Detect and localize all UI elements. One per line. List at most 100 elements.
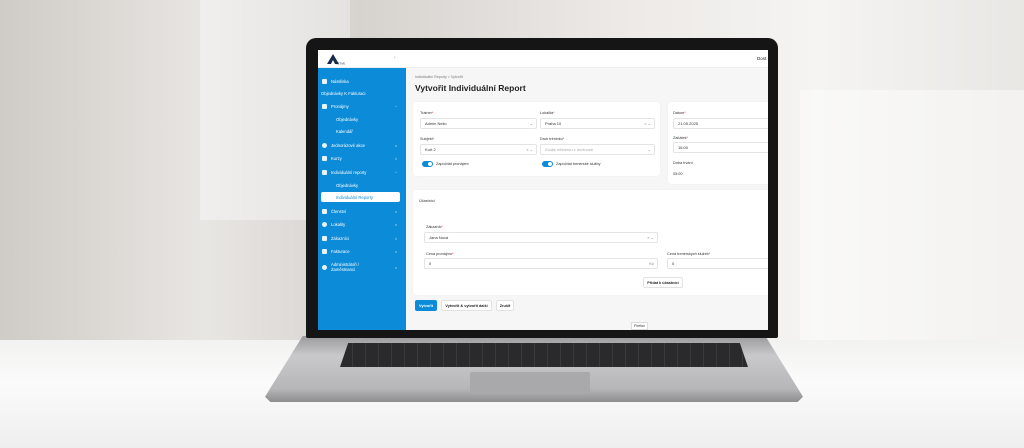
lokalita-select[interactable]: Praha 10 × ⌄: [540, 118, 655, 129]
sidebar-item-label: Lokality: [331, 221, 346, 227]
add-participant-button[interactable]: Přidat k účastníci: [643, 277, 683, 288]
subjekt-label: Subjekt*: [420, 137, 435, 141]
top-bar: ACTIVE ‹ Dost: [318, 50, 768, 68]
breadcrumb-separator: >: [447, 75, 450, 79]
sidebar-item-label: Administrátoři / Zaměstnanci: [331, 262, 359, 272]
breadcrumb-parent[interactable]: Individuální Reporty: [415, 75, 447, 79]
datum-value: 21.05.2025: [678, 121, 699, 126]
chevron-down-icon: v: [395, 155, 397, 161]
chevron-down-icon: v: [395, 235, 397, 241]
sidebar-item-lokality[interactable]: Lokality v: [321, 219, 400, 229]
sidebar-item-jednorazove-akce[interactable]: Jednorázové akce v: [321, 140, 400, 150]
chevron-down-icon: v: [395, 142, 397, 148]
sluzby-toggle[interactable]: [542, 161, 553, 167]
druh-select[interactable]: Zvolte některou z možností ⌄: [540, 144, 655, 155]
sidebar-item-label: Individuální Reporty: [336, 194, 374, 200]
sidebar-item-label: Kalendář: [336, 128, 353, 134]
clear-chevron-icon[interactable]: × ⌄: [647, 235, 654, 240]
subjekt-select[interactable]: Kurt 2 × ⌄: [420, 144, 537, 155]
sidebar-item-administratori[interactable]: Administrátoři / Zaměstnanci v: [321, 260, 400, 274]
sidebar-item-label: Nástěnka: [331, 78, 349, 84]
datum-label: Datum*: [673, 111, 686, 115]
tooltip: Firefox: [631, 322, 648, 330]
sidebar-item-label: Individuální reporty: [331, 169, 367, 175]
sidebar-item-individualni-reporty-active[interactable]: Individuální Reporty: [321, 192, 400, 202]
location-icon: [322, 221, 327, 227]
lokalita-label: Lokalita*: [540, 111, 555, 115]
sidebar-item-clenstvi[interactable]: Členství v: [321, 206, 400, 216]
clear-chevron-icon[interactable]: × ⌄: [526, 147, 533, 152]
sidebar-item-label: Objednávky: [336, 116, 359, 122]
cena-sluzeb-value: 0: [672, 261, 675, 266]
customers-icon: [322, 235, 327, 241]
sidebar-item-label: Členství: [331, 208, 347, 214]
zacatek-label: Začátek*: [673, 136, 688, 140]
create-another-button[interactable]: Vytvořit & vytvořit další: [441, 300, 492, 311]
invoice-icon: [322, 248, 327, 254]
cena-sluzeb-input[interactable]: 0: [667, 258, 768, 269]
sidebar-item-objednavky-k-fakturaci[interactable]: Objednávky K Fakturaci: [321, 88, 400, 98]
sidebar-item-pronajmy[interactable]: Pronájmy ^: [321, 101, 400, 111]
logo: ACTIVE: [327, 54, 345, 66]
trainer-label: Trainer*: [420, 111, 434, 115]
sidebar-item-label: Fakturace: [331, 248, 350, 254]
doba-label: Doba trvání: [673, 161, 693, 165]
zakaznik-value: Jana Nová: [429, 235, 449, 240]
sidebar-item-label: Objednávky K Fakturaci: [321, 90, 366, 96]
zacatek-value: 16:00: [678, 145, 689, 150]
pronajem-toggle[interactable]: [422, 161, 433, 167]
cena-pronajmu-input[interactable]: 0 Kč: [424, 258, 658, 269]
currency-suffix: Kč: [649, 261, 654, 266]
zacatek-input[interactable]: 16:00: [673, 142, 768, 153]
breadcrumb: Individuální Reporty > Vytvořit: [415, 75, 463, 79]
users-icon: [322, 208, 327, 214]
svg-text:ACTIVE: ACTIVE: [336, 63, 345, 66]
sidebar-item-individualni-reporty[interactable]: Individuální reporty ^: [321, 167, 400, 177]
sidebar-item-kalendar[interactable]: Kalendář: [321, 126, 400, 136]
chevron-down-icon: v: [395, 221, 397, 227]
sidebar-item-label: Kurzy: [331, 155, 342, 161]
laptop-trackpad: [470, 372, 590, 394]
report-details-card: Trainer* Admin Nelio ⌄ Lokalita* Praha 10…: [413, 102, 660, 176]
lokalita-value: Praha 10: [545, 121, 562, 126]
sidebar-item-nastenka[interactable]: Nástěnka: [321, 76, 400, 86]
create-button[interactable]: Vytvořit: [415, 300, 437, 311]
cena-pronajmu-value: 0: [429, 261, 432, 266]
chevron-down-icon: v: [395, 208, 397, 214]
zakaznik-label: Zákazník*: [426, 225, 443, 229]
chevron-down-icon: v: [395, 248, 397, 254]
ucastnici-card: Účastníci Zákazník* Jana Nová × ⌄ Cena pr…: [413, 190, 768, 295]
druh-placeholder: Zvolte některou z možností: [545, 147, 594, 152]
sidebar-item-fakturace[interactable]: Fakturace v: [321, 246, 400, 256]
page-title: Vytvořit Individuální Report: [415, 83, 526, 93]
collapse-sidebar-icon[interactable]: ‹: [394, 55, 396, 61]
sidebar-item-objednavky[interactable]: Objednávky: [321, 114, 400, 124]
admin-icon: [322, 264, 327, 270]
zakaznik-select[interactable]: Jana Nová × ⌄: [424, 232, 658, 243]
calendar-icon: [322, 155, 327, 161]
trainer-select[interactable]: Admin Nelio ⌄: [420, 118, 537, 129]
sidebar-item-label: Jednorázové akce: [331, 142, 365, 148]
chevron-down-icon: ⌄: [647, 147, 651, 152]
pronajem-toggle-label: Započítat pronájem: [436, 162, 469, 166]
datum-input[interactable]: 21.05.2025: [673, 118, 768, 129]
home-icon: [322, 78, 327, 84]
sidebar-item-label: Zákazníci: [331, 235, 349, 241]
sidebar-item-objednavky-2[interactable]: Objednávky: [321, 180, 400, 190]
cancel-button[interactable]: Zrušit: [496, 300, 514, 311]
sluzby-toggle-label: Započítat trenérské služby: [556, 162, 601, 166]
clear-chevron-icon[interactable]: × ⌄: [644, 121, 651, 126]
user-menu[interactable]: Dost: [757, 56, 767, 61]
druh-label: Druh tréninku*: [540, 137, 565, 141]
clock-icon: [322, 142, 327, 148]
light-patch: [800, 90, 1024, 340]
sidebar-item-kurzy[interactable]: Kurzy v: [321, 153, 400, 163]
rental-icon: [322, 103, 327, 109]
sidebar-item-zakaznici[interactable]: Zákazníci v: [321, 233, 400, 243]
chevron-up-icon: ^: [395, 103, 397, 109]
breadcrumb-current: Vytvořit: [450, 75, 463, 79]
chevron-up-icon: ^: [395, 169, 397, 175]
datetime-card: Datum* 21.05.2025 Začátek* 16:00 Doba tr…: [668, 102, 768, 184]
sidebar-item-label: Objednávky: [336, 182, 359, 188]
doba-value: 05:00: [673, 172, 683, 176]
